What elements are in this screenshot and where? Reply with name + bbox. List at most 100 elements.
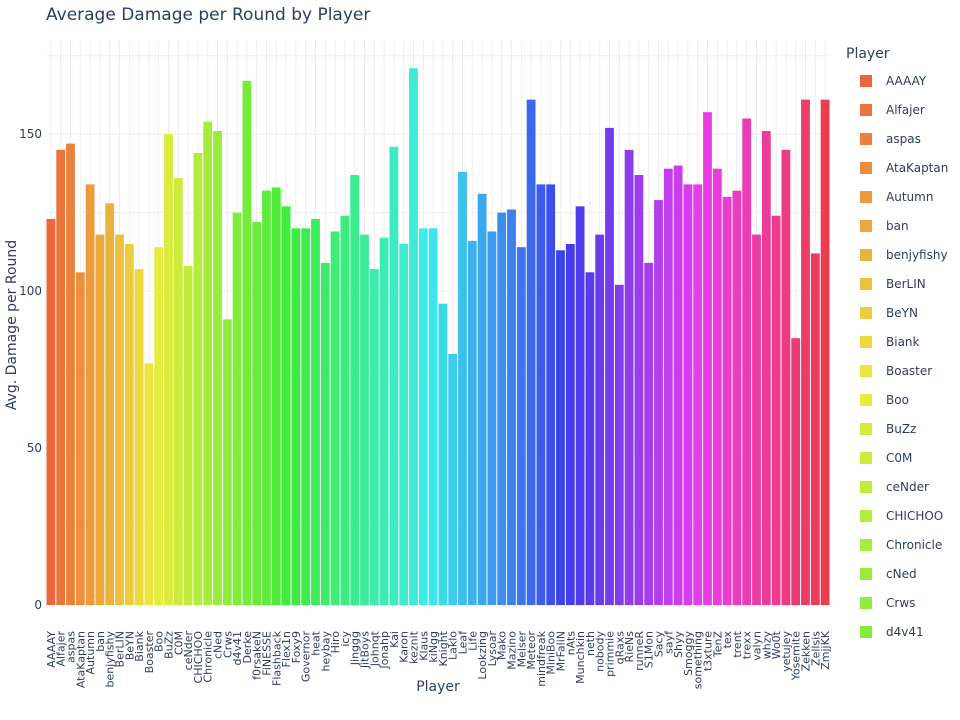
legend-item[interactable]: Boo — [840, 385, 958, 414]
bar-AAAAY[interactable] — [46, 218, 56, 605]
legend-item[interactable]: Chronicle — [840, 530, 958, 559]
bar-Mako[interactable] — [497, 212, 507, 605]
bar-Alfajer[interactable] — [56, 149, 66, 605]
bar-Crws[interactable] — [222, 319, 232, 605]
bar-Foxy9[interactable] — [291, 228, 301, 606]
bar-TenZ[interactable] — [712, 168, 722, 605]
bar-Lookzing[interactable] — [477, 193, 487, 606]
bar-something[interactable] — [693, 184, 703, 605]
bar-Autumn[interactable] — [85, 184, 95, 605]
bar-S1Mon[interactable] — [644, 262, 654, 605]
bar-Klaus[interactable] — [418, 228, 428, 606]
legend-item[interactable]: d4v41 — [840, 617, 958, 646]
legend-item[interactable]: AAAAY — [840, 66, 958, 95]
bar-ceNder[interactable] — [183, 266, 193, 605]
bar-AtaKaptan[interactable] — [75, 272, 85, 605]
bar-valyn[interactable] — [752, 234, 761, 605]
bar-f0rsakeN[interactable] — [252, 222, 262, 606]
bar-MrFaliN[interactable] — [556, 250, 565, 606]
bar-Meteor[interactable] — [526, 99, 536, 605]
bar-MiniBoo[interactable] — [546, 184, 556, 605]
bar-Jinggg[interactable] — [350, 174, 360, 605]
bar-Smoggy[interactable] — [683, 184, 693, 605]
legend-item[interactable]: BuZz — [840, 414, 958, 443]
bar-ZmjjKK[interactable] — [820, 99, 830, 605]
bar-benjyfishy[interactable] — [105, 203, 115, 605]
bar-JitBoys[interactable] — [360, 234, 369, 605]
bar-Zekken[interactable] — [801, 99, 810, 605]
bar-Lysoar[interactable] — [487, 231, 497, 605]
legend-item[interactable]: BeYN — [840, 298, 958, 327]
bar-nAts[interactable] — [565, 244, 575, 605]
legend-item[interactable]: Biank — [840, 327, 958, 356]
bar-tex[interactable] — [722, 196, 732, 605]
bar-Mazino[interactable] — [507, 209, 516, 606]
bar-Biank[interactable] — [134, 269, 144, 605]
legend-item[interactable]: Crws — [840, 588, 958, 617]
bar-RieNs[interactable] — [624, 149, 634, 605]
bar-Flex1n[interactable] — [281, 206, 291, 605]
bar-whzy[interactable] — [761, 131, 771, 605]
bar-trexx[interactable] — [742, 118, 752, 605]
bar-Wo0t[interactable] — [771, 215, 781, 605]
bar-Zellsis[interactable] — [810, 253, 820, 605]
bar-neth[interactable] — [585, 272, 595, 605]
bar-primmie[interactable] — [605, 127, 614, 605]
bar-icy[interactable] — [340, 215, 350, 605]
legend-item[interactable]: AtaKaptan — [840, 153, 958, 182]
bar-Boaster[interactable] — [144, 363, 154, 605]
legend-item[interactable]: C0M — [840, 443, 958, 472]
bar-d4v41[interactable] — [232, 212, 242, 605]
legend-item[interactable]: CHICHOO — [840, 501, 958, 530]
bar-heybay[interactable] — [320, 262, 330, 605]
bar-t3xture[interactable] — [703, 112, 712, 605]
bar-Melser[interactable] — [516, 247, 526, 605]
legend-item[interactable]: cNed — [840, 559, 958, 588]
bar-Karon[interactable] — [399, 244, 409, 605]
bar-mindfreak[interactable] — [536, 184, 546, 605]
bar-Laklo[interactable] — [448, 353, 458, 605]
legend-item[interactable]: Autumn — [840, 182, 958, 211]
bar-Kai[interactable] — [389, 146, 399, 605]
bar-sayf[interactable] — [663, 168, 673, 605]
bar-trent[interactable] — [732, 190, 742, 605]
bar-cNed[interactable] — [213, 131, 222, 605]
bar-Jonahp[interactable] — [379, 237, 389, 605]
bar-Johnqt[interactable] — [369, 269, 379, 605]
legend-item[interactable]: Alfajer — [840, 95, 958, 124]
bar-FiNESSE[interactable] — [262, 190, 271, 605]
bar-Sacy[interactable] — [654, 200, 663, 606]
legend-item[interactable]: BerLIN — [840, 269, 958, 298]
bar-heat[interactable] — [311, 218, 320, 605]
bar-nobody[interactable] — [595, 234, 605, 605]
bar-BuZz[interactable] — [164, 134, 173, 605]
bar-C0M[interactable] — [173, 178, 183, 605]
bar-Leaf[interactable] — [458, 171, 467, 606]
legend-item[interactable]: benjyfishy — [840, 240, 958, 269]
legend-item[interactable]: ceNder — [840, 472, 958, 501]
bar-Hiro[interactable] — [330, 231, 340, 605]
bar-Flashback[interactable] — [271, 187, 281, 605]
bar-keznit[interactable] — [409, 68, 418, 605]
bar-Boo[interactable] — [154, 247, 164, 605]
bar-Munchkin[interactable] — [575, 206, 585, 605]
bar-Governor[interactable] — [301, 228, 311, 606]
bar-yetujey[interactable] — [781, 149, 791, 605]
legend-item[interactable]: ban — [840, 211, 958, 240]
bar-Life[interactable] — [467, 240, 477, 605]
bar-Yosemite[interactable] — [791, 338, 801, 605]
legend-item[interactable]: Boaster — [840, 356, 958, 385]
bar-Derke[interactable] — [242, 80, 252, 606]
bar-BerLIN[interactable] — [115, 234, 124, 605]
bar-runneR[interactable] — [634, 174, 644, 605]
bar-aspas[interactable] — [66, 143, 75, 606]
bar-Knight[interactable] — [438, 303, 448, 605]
bar-ban[interactable] — [95, 234, 105, 605]
bar-qRaxs[interactable] — [614, 284, 624, 605]
bar-kiNgg[interactable] — [428, 228, 438, 606]
bar-Shyy[interactable] — [673, 165, 683, 606]
bar-Chronicle[interactable] — [203, 121, 213, 605]
bar-BeYN[interactable] — [124, 244, 134, 605]
legend-item[interactable]: aspas — [840, 124, 958, 153]
bar-CHICHOO[interactable] — [193, 153, 203, 605]
